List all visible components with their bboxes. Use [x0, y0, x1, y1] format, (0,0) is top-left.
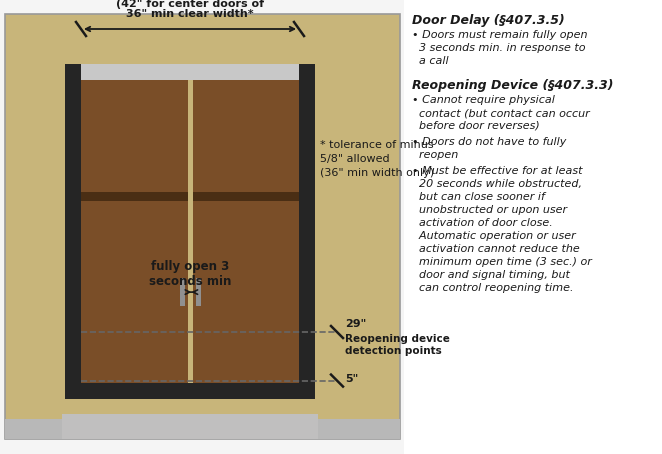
Bar — [179, 278, 185, 306]
Text: minimum open time (3 sec.) or: minimum open time (3 sec.) or — [412, 257, 592, 267]
Text: 20 seconds while obstructed,: 20 seconds while obstructed, — [412, 179, 582, 189]
Text: fully open 3
seconds min: fully open 3 seconds min — [149, 260, 231, 288]
Bar — [195, 278, 201, 306]
Bar — [5, 14, 400, 439]
Text: (42" for center doors of: (42" for center doors of — [116, 0, 264, 9]
Text: * tolerance of minus
5/8" allowed
(36" min width only): * tolerance of minus 5/8" allowed (36" m… — [320, 140, 434, 178]
Text: • Doors do not have to fully: • Doors do not have to fully — [412, 137, 567, 147]
Bar — [5, 419, 400, 439]
Bar — [81, 80, 187, 383]
Bar — [62, 414, 318, 439]
Text: Door Delay (§407.3.5): Door Delay (§407.3.5) — [412, 14, 565, 27]
Text: door and signal timing, but: door and signal timing, but — [412, 270, 570, 280]
Text: activation of door close.: activation of door close. — [412, 218, 553, 228]
Text: 36" min clear width*: 36" min clear width* — [126, 9, 254, 19]
Text: 3 seconds min. in response to: 3 seconds min. in response to — [412, 43, 585, 53]
Bar — [193, 80, 299, 383]
Bar — [193, 192, 299, 201]
Text: • Must be effective for at least: • Must be effective for at least — [412, 166, 583, 176]
Bar — [65, 64, 315, 399]
Bar — [81, 80, 299, 383]
Text: can control reopening time.: can control reopening time. — [412, 283, 573, 293]
Text: 5": 5" — [345, 374, 358, 384]
Text: • Doors must remain fully open: • Doors must remain fully open — [412, 30, 587, 40]
Text: but can close sooner if: but can close sooner if — [412, 192, 545, 202]
Text: • Cannot require physical: • Cannot require physical — [412, 95, 555, 105]
Bar — [81, 192, 187, 201]
Text: reopen: reopen — [412, 150, 458, 160]
Text: Reopening device
detection points: Reopening device detection points — [345, 334, 450, 355]
Text: a call: a call — [412, 56, 449, 66]
Bar — [404, 0, 662, 454]
Text: Reopening Device (§407.3.3): Reopening Device (§407.3.3) — [412, 79, 614, 92]
Text: 29": 29" — [345, 319, 366, 329]
Bar — [81, 64, 299, 80]
Text: activation cannot reduce the: activation cannot reduce the — [412, 244, 580, 254]
Text: before door reverses): before door reverses) — [412, 121, 540, 131]
Text: unobstructed or upon user: unobstructed or upon user — [412, 205, 567, 215]
Text: contact (but contact can occur: contact (but contact can occur — [412, 108, 590, 118]
Text: Automatic operation or user: Automatic operation or user — [412, 231, 576, 241]
